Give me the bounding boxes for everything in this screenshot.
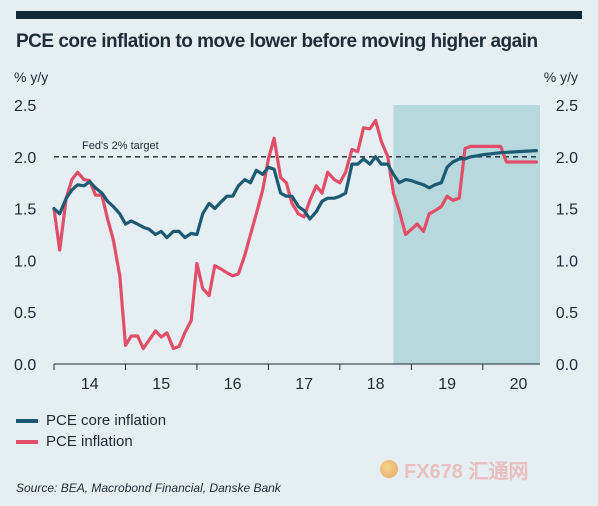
y-tick-left: 2.0	[14, 150, 36, 167]
y-tick-right: 2.0	[556, 150, 578, 167]
series-pce-core	[52, 148, 539, 240]
watermark-icon	[380, 460, 398, 478]
top-rule	[16, 11, 582, 19]
y-tick-right: 2.5	[556, 98, 578, 115]
y-tick-right: 0.0	[556, 357, 578, 374]
x-tick-label: 20	[510, 376, 528, 393]
y-tick-right: 0.5	[556, 305, 578, 322]
legend: PCE core inflation PCE inflation	[16, 410, 166, 452]
y-tick-left: 0.0	[14, 357, 36, 374]
y-tick-right: 1.5	[556, 202, 578, 219]
legend-item-core: PCE core inflation	[16, 410, 166, 431]
series-pce-inflation	[52, 118, 539, 351]
y-tick-left: 1.5	[14, 202, 36, 219]
legend-label-headline: PCE inflation	[46, 433, 133, 450]
source-note: Source: BEA, Macrobond Financial, Danske…	[16, 481, 281, 495]
watermark-logo: FX678 汇通网	[380, 456, 580, 483]
y-axis-unit-left: % y/y	[14, 69, 48, 85]
line-chart: % y/y % y/y 0.0 0.0 0.5 0.5 1.0 1.0 1.5 1.5 2.0 2.0…	[14, 69, 578, 393]
x-tick-label: 14	[81, 376, 99, 393]
legend-item-headline: PCE inflation	[16, 431, 166, 452]
x-tick-label: 17	[295, 376, 313, 393]
x-tick-label: 18	[367, 376, 385, 393]
x-tick-label: 19	[438, 376, 456, 393]
y-tick-left: 2.5	[14, 98, 36, 115]
y-axis-unit-right: % y/y	[544, 69, 578, 85]
fed-target-label: Fed's 2% target	[82, 140, 159, 152]
x-tick-label: 16	[224, 376, 242, 393]
y-tick-right: 1.0	[556, 253, 578, 270]
legend-swatch-headline	[16, 439, 38, 444]
chart-title: PCE core inflation to move lower before …	[16, 31, 538, 52]
chart-area: % y/y % y/y 0.0 0.0 0.5 0.5 1.0 1.0 1.5 1.5 2.0 2.0…	[0, 64, 598, 404]
x-tick-label: 15	[152, 376, 170, 393]
y-tick-left: 0.5	[14, 305, 36, 322]
forecast-shade	[393, 105, 540, 364]
legend-label-core: PCE core inflation	[46, 412, 167, 429]
y-tick-left: 1.0	[14, 253, 36, 270]
legend-swatch-core	[16, 418, 38, 423]
watermark-text: FX678 汇通网	[404, 460, 529, 483]
